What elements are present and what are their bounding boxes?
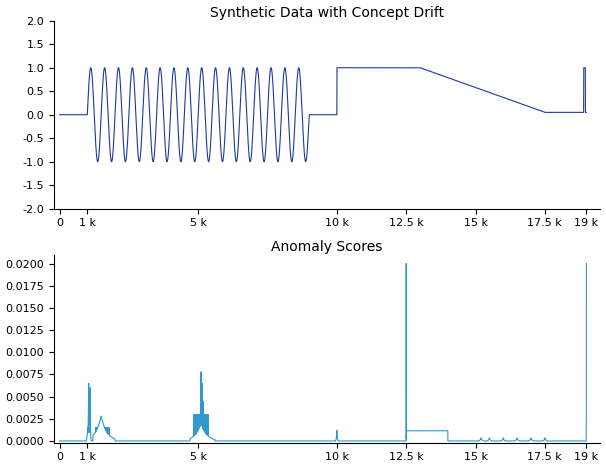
Title: Synthetic Data with Concept Drift: Synthetic Data with Concept Drift	[210, 6, 444, 20]
Title: Anomaly Scores: Anomaly Scores	[271, 240, 383, 254]
